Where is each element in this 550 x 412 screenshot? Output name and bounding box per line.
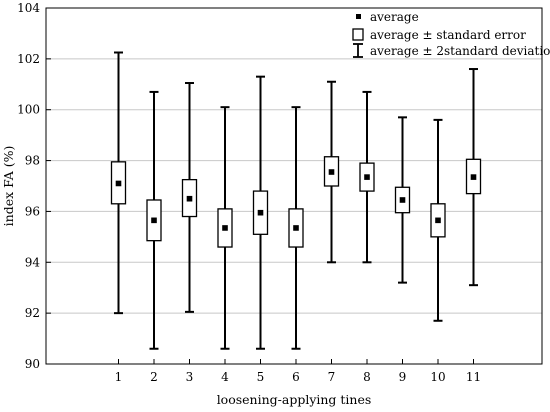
x-axis-ticks: 1 2 3 4 5 6 7 8 9 10 11 (115, 359, 481, 384)
mean-point-3 (186, 195, 193, 202)
box-group-10 (430, 118, 446, 322)
mean-point-10 (435, 217, 441, 224)
box-group-5 (252, 75, 269, 350)
series-marks (110, 51, 482, 350)
mean-point-5 (257, 209, 264, 216)
x-tick-label-1: 1 (115, 370, 123, 384)
x-tick-label-8: 8 (363, 370, 371, 384)
mean-point-4 (222, 225, 228, 231)
box-group-7 (323, 80, 340, 264)
mean-point-7 (328, 169, 335, 175)
x-tick-label-11: 11 (466, 370, 481, 384)
y-tick-label-90: 90 (25, 357, 40, 371)
y-tick-label-104: 104 (17, 1, 40, 15)
x-tick-label-4: 4 (221, 370, 229, 384)
x-tick-label-2: 2 (150, 370, 158, 384)
legend: average average ± standard error average… (352, 10, 550, 58)
x-axis-label: loosening-applying tines (217, 392, 372, 407)
mean-point-9 (399, 197, 406, 203)
box-group-8 (359, 90, 375, 264)
box-group-4 (217, 106, 233, 350)
y-axis-ticks: 90 92 94 96 98 100 102 104 (17, 1, 51, 371)
box-group-3 (181, 82, 198, 313)
x-tick-label-6: 6 (292, 370, 300, 384)
plot-area (45, 7, 543, 365)
legend-point-symbol (356, 14, 361, 19)
y-tick-label-94: 94 (25, 255, 41, 269)
x-tick-label-3: 3 (186, 370, 194, 384)
mean-point-1 (115, 180, 122, 187)
x-tick-label-5: 5 (257, 370, 265, 384)
mean-point-2 (151, 217, 157, 224)
box-group-9 (394, 116, 411, 284)
legend-label-2sd: average ± 2standard deviation (370, 44, 550, 58)
legend-box-symbol (352, 28, 364, 41)
x-tick-label-9: 9 (399, 370, 407, 384)
box-group-1 (110, 51, 127, 315)
y-tick-label-98: 98 (25, 154, 40, 168)
legend-label-average: average (370, 10, 419, 24)
x-tick-label-7: 7 (328, 370, 336, 384)
y-tick-label-100: 100 (17, 103, 40, 117)
box-group-11 (465, 68, 482, 287)
mean-point-6 (293, 225, 299, 231)
y-tick-label-96: 96 (25, 204, 40, 218)
x-tick-label-10: 10 (430, 370, 445, 384)
y-axis-label: index FA (%) (1, 146, 16, 227)
legend-label-standard-error: average ± standard error (370, 28, 526, 42)
mean-point-11 (470, 174, 477, 180)
y-tick-label-102: 102 (17, 52, 40, 66)
legend-whisker-symbol (353, 43, 363, 58)
y-tick-label-92: 92 (25, 306, 40, 320)
box-group-6 (288, 106, 304, 350)
box-group-2 (146, 90, 162, 350)
mean-point-8 (364, 174, 370, 180)
